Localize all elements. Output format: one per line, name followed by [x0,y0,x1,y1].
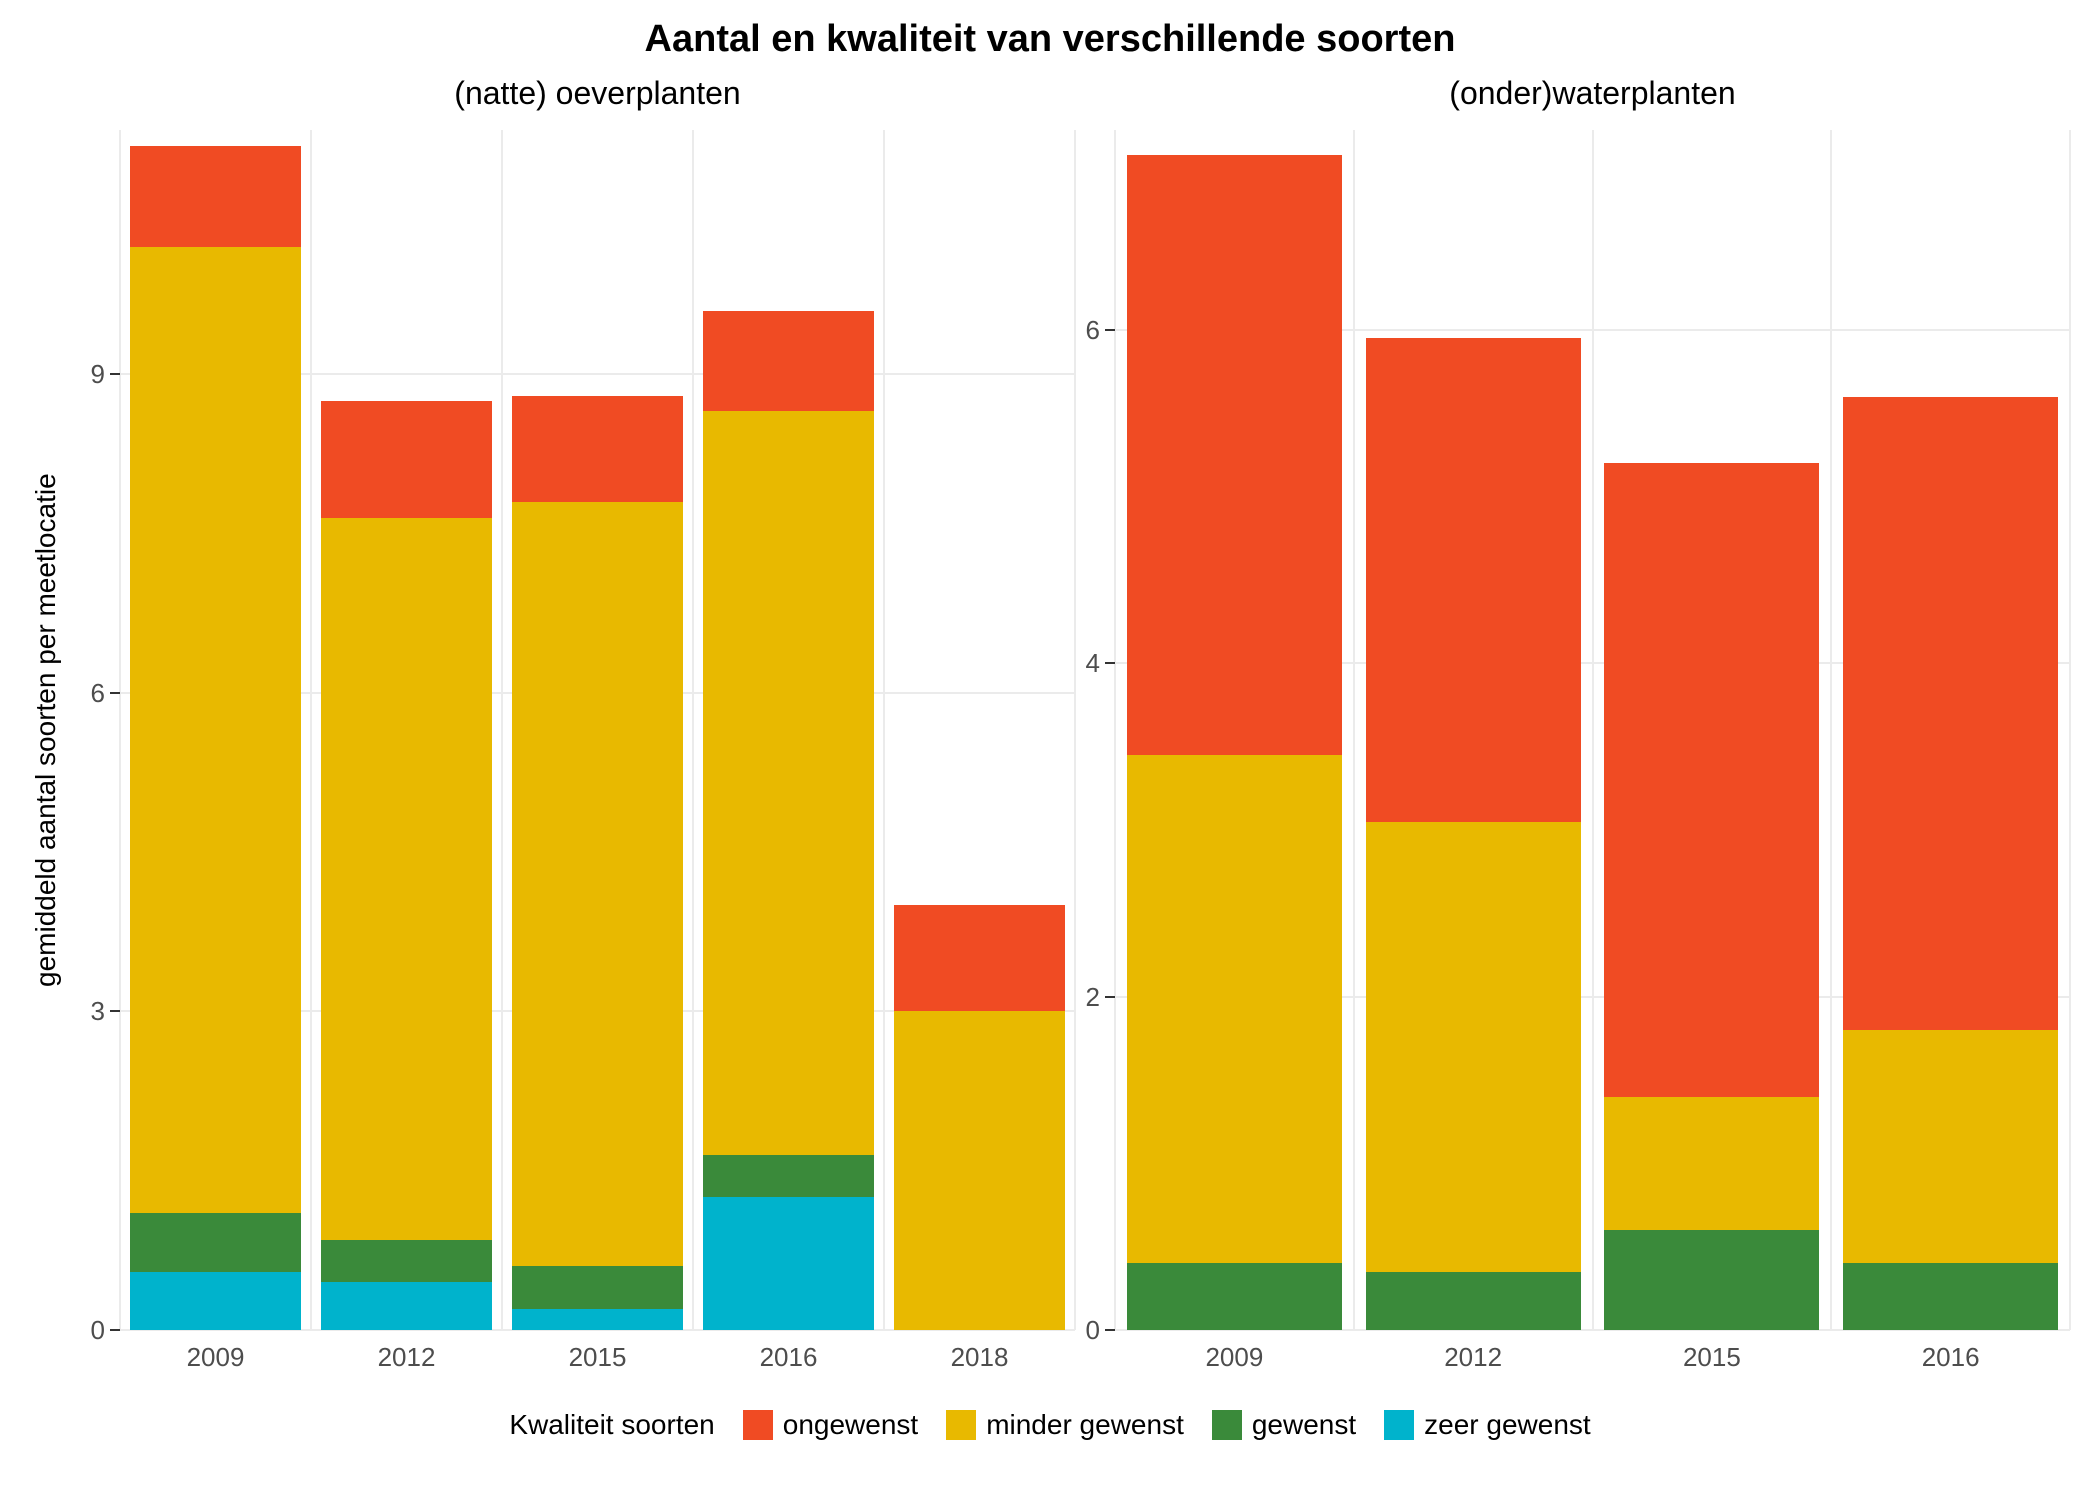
bar-seg-ongewenst [1843,397,2058,1030]
x-tick-label: 2009 [120,1342,311,1373]
bar-seg-gewenst [703,1155,875,1197]
y-tick-label: 0 [1055,1315,1100,1346]
bar-seg-minder_gewenst [1366,822,1581,1272]
y-tick-mark [110,1010,120,1012]
y-tick-mark [1105,329,1115,331]
bar-seg-zeer_gewenst [703,1197,875,1330]
panel-title-water: (onder)waterplanten [1115,75,2070,112]
y-tick-label: 9 [60,359,105,390]
bar-seg-zeer_gewenst [130,1272,302,1330]
x-tick-label: 2012 [311,1342,502,1373]
bar-seg-ongewenst [512,396,684,502]
panel-water [1115,130,2070,1330]
y-tick-mark [110,373,120,375]
bar-seg-ongewenst [321,401,493,518]
legend-swatch-ongewenst [743,1410,773,1440]
bar-seg-ongewenst [1366,338,1581,821]
bar-seg-minder_gewenst [1604,1097,1819,1230]
y-tick-label: 6 [60,678,105,709]
bar-seg-minder_gewenst [1843,1030,2058,1263]
gridline-v [1830,130,1832,1330]
gridline-v [1074,130,1076,1330]
x-tick-label: 2016 [693,1342,884,1373]
y-axis-label: gemiddeld aantal soorten per meetlocatie [30,473,62,987]
legend-item-gewenst: gewenst [1212,1409,1356,1441]
gridline-v [2069,130,2071,1330]
bar-seg-minder_gewenst [703,411,875,1154]
x-tick-label: 2018 [884,1342,1075,1373]
x-tick-label: 2015 [502,1342,693,1373]
y-tick-mark [1105,996,1115,998]
gridline-v [883,130,885,1330]
gridline-v [1592,130,1594,1330]
panel-oever [120,130,1075,1330]
y-tick-label: 2 [1055,982,1100,1013]
bar-seg-gewenst [1366,1272,1581,1330]
bar-seg-zeer_gewenst [512,1309,684,1330]
bar-seg-ongewenst [894,905,1066,1011]
legend-swatch-gewenst [1212,1410,1242,1440]
y-tick-label: 4 [1055,648,1100,679]
gridline-v [1353,130,1355,1330]
bar-seg-minder_gewenst [512,502,684,1267]
bar-seg-gewenst [130,1213,302,1271]
legend-label-minder_gewenst: minder gewenst [986,1409,1184,1441]
bar-seg-minder_gewenst [1127,755,1342,1263]
gridline-v [501,130,503,1330]
y-tick-mark [1105,1329,1115,1331]
bar-seg-ongewenst [1127,155,1342,755]
bar-seg-gewenst [321,1240,493,1282]
gridline-v [1114,130,1116,1330]
y-tick-mark [1105,662,1115,664]
legend-swatch-minder_gewenst [946,1410,976,1440]
panel-title-oever: (natte) oeverplanten [120,75,1075,112]
y-tick-label: 0 [60,1315,105,1346]
bar-seg-ongewenst [703,311,875,412]
figure-root: Aantal en kwaliteit van verschillende so… [0,0,2100,1500]
bar-seg-ongewenst [130,146,302,247]
x-tick-label: 2009 [1115,1342,1354,1373]
bar-seg-ongewenst [1604,463,1819,1096]
legend-item-minder_gewenst: minder gewenst [946,1409,1184,1441]
x-tick-label: 2015 [1593,1342,1832,1373]
legend-title: Kwaliteit soorten [509,1409,714,1441]
y-tick-label: 6 [1055,315,1100,346]
bar-seg-minder_gewenst [894,1011,1066,1330]
gridline-v [692,130,694,1330]
legend-swatch-zeer_gewenst [1384,1410,1414,1440]
legend-item-ongewenst: ongewenst [743,1409,918,1441]
legend-label-ongewenst: ongewenst [783,1409,918,1441]
bar-seg-minder_gewenst [130,247,302,1213]
y-tick-mark [110,692,120,694]
bar-seg-zeer_gewenst [321,1282,493,1330]
bar-seg-gewenst [1843,1263,2058,1330]
bar-seg-gewenst [1127,1263,1342,1330]
gridline-v [310,130,312,1330]
y-tick-label: 3 [60,996,105,1027]
x-tick-label: 2016 [1831,1342,2070,1373]
legend-label-zeer_gewenst: zeer gewenst [1424,1409,1591,1441]
legend-label-gewenst: gewenst [1252,1409,1356,1441]
main-title: Aantal en kwaliteit van verschillende so… [0,18,2100,61]
legend: Kwaliteit soorten ongewenst minder gewens… [0,1380,2100,1470]
x-tick-label: 2012 [1354,1342,1593,1373]
legend-item-zeer_gewenst: zeer gewenst [1384,1409,1591,1441]
y-tick-mark [110,1329,120,1331]
bar-seg-gewenst [1604,1230,1819,1330]
bar-seg-gewenst [512,1266,684,1308]
bar-seg-minder_gewenst [321,518,493,1240]
gridline-v [119,130,121,1330]
